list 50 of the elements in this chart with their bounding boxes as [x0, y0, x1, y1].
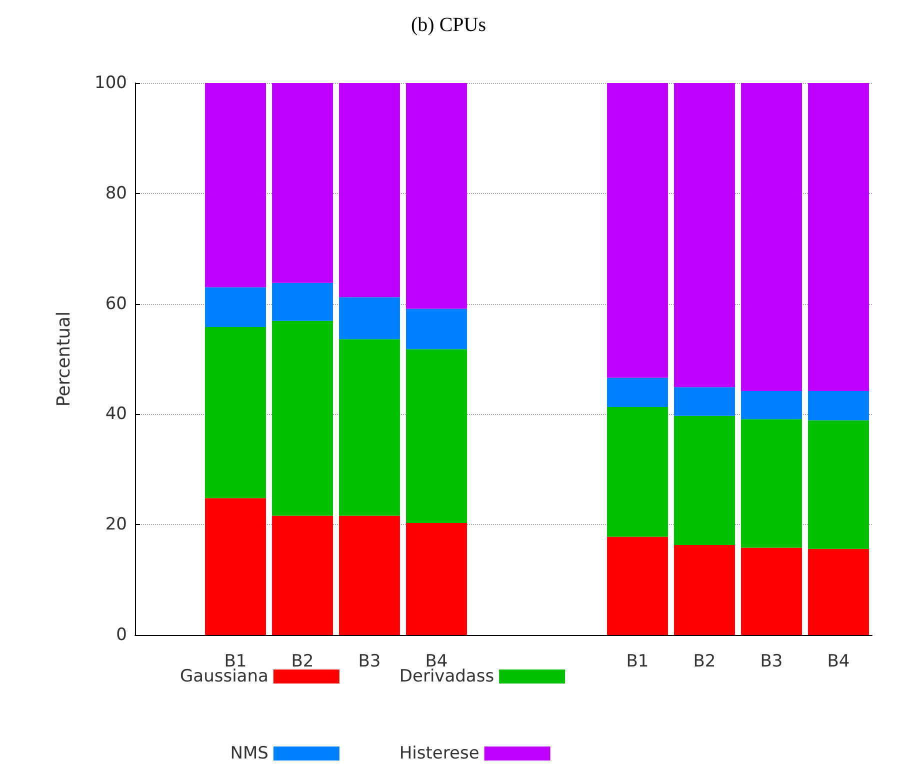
bar — [205, 83, 266, 288]
bar — [607, 536, 668, 635]
bar — [808, 420, 869, 549]
y-tick-label: 20 — [105, 514, 127, 535]
x-tick-label: B1 — [626, 652, 649, 672]
legend-label: Derivadass — [399, 666, 494, 686]
bar — [674, 545, 735, 635]
bar — [272, 320, 333, 516]
x-tick-label: B2 — [291, 652, 314, 672]
bar — [205, 326, 266, 498]
bar — [406, 83, 467, 309]
bar — [272, 83, 333, 283]
bar — [808, 83, 869, 392]
bar — [339, 297, 400, 340]
bar — [741, 391, 802, 420]
bar — [741, 419, 802, 548]
bar — [205, 287, 266, 327]
bar — [607, 83, 668, 378]
bar — [674, 416, 735, 546]
y-axis-title: Percentual — [54, 311, 74, 407]
bar — [741, 548, 802, 635]
bar — [339, 516, 400, 635]
bar — [272, 282, 333, 321]
bar — [339, 339, 400, 516]
bar — [205, 498, 266, 635]
bar — [339, 83, 400, 298]
bar — [607, 378, 668, 408]
y-tick-label: 80 — [105, 183, 127, 204]
bar — [406, 349, 467, 523]
x-tick-label: B3 — [358, 652, 381, 672]
y-tick-label: 0 — [116, 625, 127, 645]
bar — [741, 83, 802, 392]
bar — [406, 522, 467, 635]
y-tick-label: 40 — [105, 404, 127, 424]
x-tick-label: B4 — [827, 652, 850, 672]
y-tick-label: 100 — [94, 73, 127, 93]
bar — [406, 308, 467, 350]
bar — [607, 407, 668, 537]
bar — [674, 83, 735, 388]
y-tick-label: 60 — [105, 294, 127, 314]
legend-label: Histerese — [399, 744, 480, 764]
x-tick-label: B3 — [760, 652, 783, 672]
bar — [808, 548, 869, 635]
legend-label: Gaussiana — [180, 666, 268, 686]
bar — [808, 391, 869, 420]
chart-title: (b) CPUs — [410, 14, 486, 36]
bar — [674, 387, 735, 416]
x-tick-label: B2 — [693, 652, 716, 672]
bar — [272, 516, 333, 635]
legend-label: NMS — [230, 744, 268, 764]
